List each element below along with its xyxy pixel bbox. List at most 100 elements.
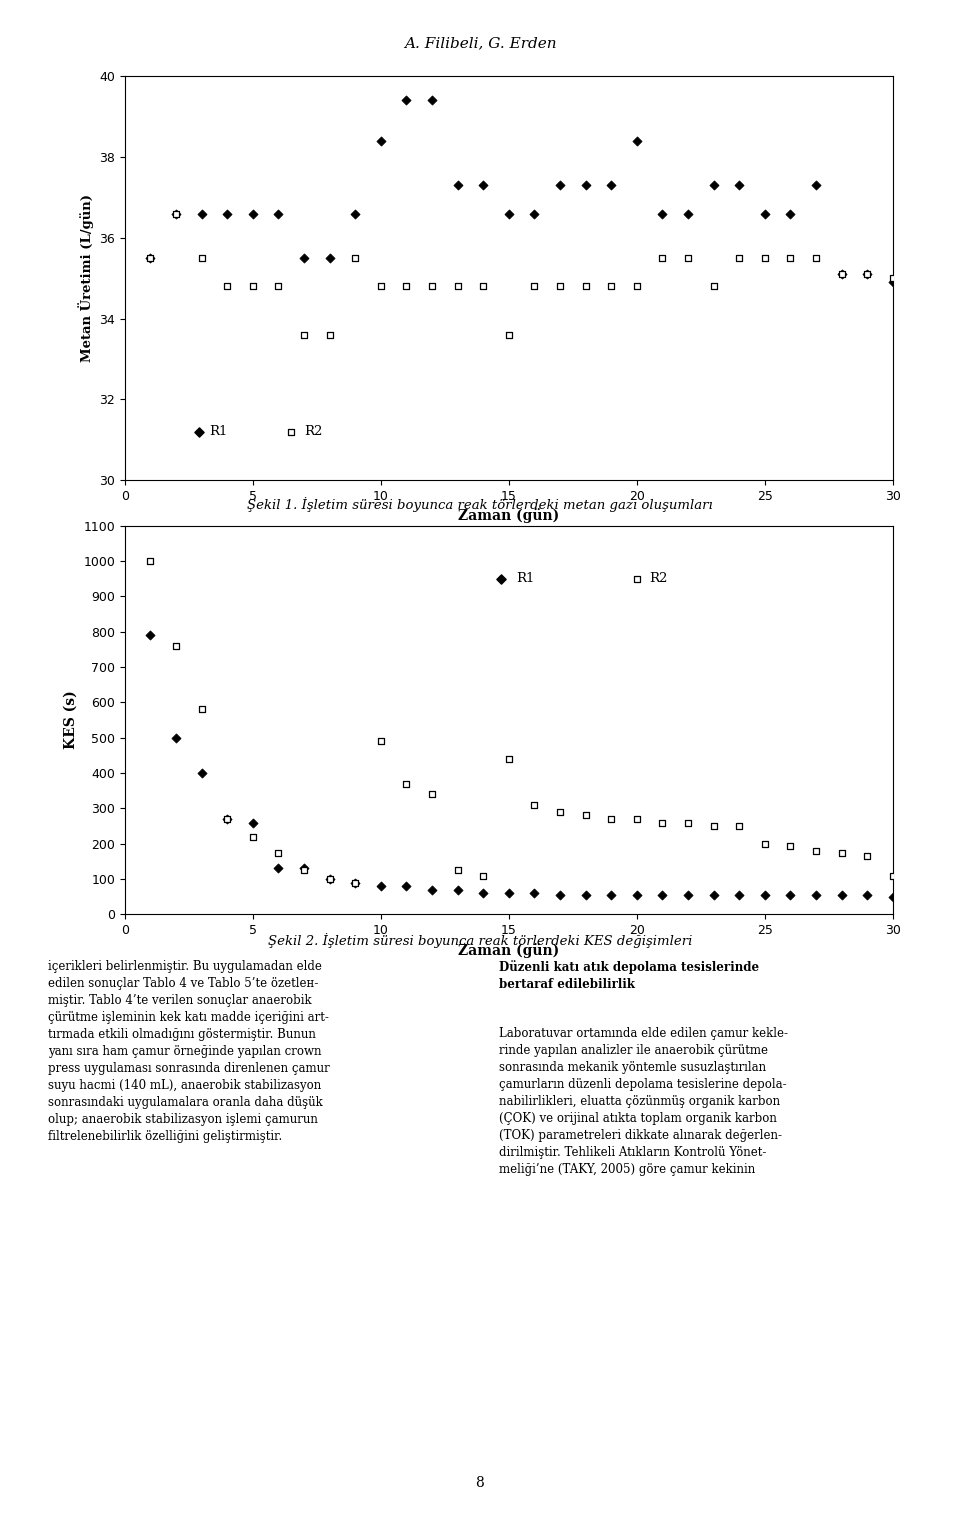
Point xyxy=(885,265,900,290)
Point xyxy=(297,323,312,347)
Point xyxy=(757,201,773,226)
Text: 8: 8 xyxy=(475,1477,485,1490)
Text: R1: R1 xyxy=(209,425,228,437)
Point xyxy=(475,274,491,299)
Point xyxy=(834,882,850,907)
Point xyxy=(808,174,824,198)
Point xyxy=(501,323,516,347)
Point xyxy=(629,274,644,299)
Point xyxy=(859,882,875,907)
Point xyxy=(322,245,337,270)
Point xyxy=(271,840,286,864)
Point xyxy=(191,419,206,443)
Point xyxy=(681,245,696,270)
Point xyxy=(245,824,260,849)
Point xyxy=(424,274,440,299)
Point xyxy=(732,814,747,838)
Point xyxy=(527,792,542,817)
Point xyxy=(194,245,209,270)
Point xyxy=(245,274,260,299)
Point xyxy=(424,782,440,806)
Point xyxy=(782,834,798,858)
Point xyxy=(501,881,516,905)
Y-axis label: KES (s): KES (s) xyxy=(63,690,78,750)
Point xyxy=(398,274,414,299)
X-axis label: Zaman (gün): Zaman (gün) xyxy=(458,509,560,523)
Point xyxy=(373,274,389,299)
Point xyxy=(782,882,798,907)
Point xyxy=(168,725,183,750)
Point xyxy=(373,128,389,152)
Point xyxy=(398,771,414,796)
Point xyxy=(271,856,286,881)
Text: R2: R2 xyxy=(304,425,323,437)
Point xyxy=(220,201,235,226)
Point xyxy=(732,174,747,198)
Point xyxy=(552,882,567,907)
Point xyxy=(578,803,593,828)
Point xyxy=(604,174,619,198)
Point xyxy=(143,549,158,573)
Point xyxy=(348,201,363,226)
Point xyxy=(629,128,644,152)
Text: R1: R1 xyxy=(516,573,535,585)
Point xyxy=(885,863,900,887)
Point xyxy=(552,174,567,198)
Point xyxy=(493,567,509,591)
Point xyxy=(501,201,516,226)
Point xyxy=(885,884,900,908)
Point xyxy=(732,245,747,270)
Text: içerikleri belirlenmiştir. Bu uygulamadan elde
edilen sonuçlar Tablo 4 ve Tablo : içerikleri belirlenmiştir. Bu uygulamada… xyxy=(48,960,329,1143)
Point xyxy=(859,262,875,287)
Point xyxy=(271,201,286,226)
Point xyxy=(681,201,696,226)
Point xyxy=(220,806,235,831)
Point xyxy=(348,870,363,895)
Point xyxy=(834,840,850,864)
Point xyxy=(450,174,466,198)
Point xyxy=(629,806,644,831)
Point xyxy=(706,814,721,838)
Point xyxy=(143,245,158,270)
Point xyxy=(604,806,619,831)
Point xyxy=(424,88,440,113)
Point xyxy=(527,274,542,299)
Point xyxy=(757,832,773,856)
Text: Şekil 2. İşletim süresi boyunca reak törlerdeki KES değişimleri: Şekil 2. İşletim süresi boyunca reak tör… xyxy=(268,933,692,948)
Point xyxy=(373,728,389,753)
Text: R2: R2 xyxy=(650,573,668,585)
Point xyxy=(757,245,773,270)
Point xyxy=(398,88,414,113)
Point xyxy=(885,270,900,294)
Point xyxy=(450,274,466,299)
Text: Şekil 1. İşletim süresi boyunca reak törlerdeki metan gazı oluşumları: Şekil 1. İşletim süresi boyunca reak tör… xyxy=(247,497,713,512)
Point xyxy=(808,882,824,907)
Point xyxy=(297,856,312,881)
Point xyxy=(757,882,773,907)
Point xyxy=(168,634,183,658)
Point xyxy=(732,882,747,907)
Point xyxy=(245,811,260,835)
Point xyxy=(681,882,696,907)
Point xyxy=(527,201,542,226)
Point xyxy=(552,800,567,824)
Point xyxy=(143,245,158,270)
X-axis label: Zaman (gün): Zaman (gün) xyxy=(458,943,560,957)
Point xyxy=(859,262,875,287)
Point xyxy=(706,274,721,299)
Text: A. Filibeli, G. Erden: A. Filibeli, G. Erden xyxy=(404,37,556,50)
Point xyxy=(859,844,875,869)
Point xyxy=(681,811,696,835)
Point xyxy=(322,867,337,892)
Point xyxy=(194,201,209,226)
Point xyxy=(655,201,670,226)
Point xyxy=(808,245,824,270)
Point xyxy=(834,262,850,287)
Point xyxy=(168,201,183,226)
Point xyxy=(655,882,670,907)
Point xyxy=(194,698,209,722)
Point xyxy=(220,806,235,831)
Point xyxy=(578,882,593,907)
Point xyxy=(322,323,337,347)
Point xyxy=(604,882,619,907)
